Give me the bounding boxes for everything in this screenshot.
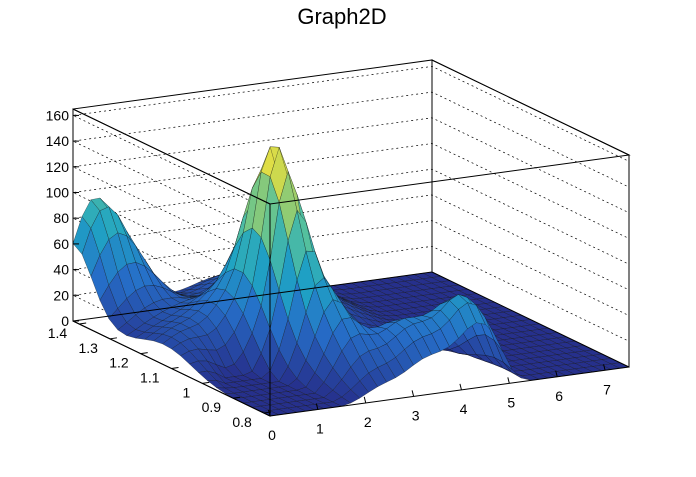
y-tick-mark (141, 353, 148, 354)
y-tick-mark (202, 382, 209, 383)
x-tick-mark (412, 390, 414, 396)
z-tick-label: 40 (53, 262, 69, 278)
z-gridline (73, 66, 629, 210)
x-tick-label: 3 (412, 407, 420, 423)
z-tick-label: 20 (53, 287, 69, 303)
y-tick-label: 0.9 (202, 399, 222, 415)
x-tick-mark (508, 377, 510, 383)
top-frame (73, 60, 629, 204)
z-tick-label: 120 (46, 159, 70, 175)
x-tick-mark (460, 384, 462, 390)
y-tick-label: 1.4 (48, 325, 68, 341)
x-tick-label: 7 (603, 381, 611, 397)
x-tick-mark (364, 397, 366, 403)
z-tick-label: 160 (46, 107, 70, 123)
y-tick-mark (110, 338, 117, 339)
z-tick-label: 140 (46, 133, 70, 149)
x-tick-label: 2 (364, 414, 372, 430)
x-tick-label: 1 (316, 420, 324, 436)
x-tick-label: 4 (460, 401, 468, 417)
z-tick-label: 100 (46, 185, 70, 201)
chart-title: Graph2D (297, 4, 386, 29)
y-tick-label: 1 (182, 384, 190, 400)
z-gridline (73, 144, 629, 288)
y-tick-mark (172, 368, 179, 369)
y-tick-label: 0.8 (232, 414, 252, 430)
y-tick-mark (79, 323, 86, 324)
x-tick-label: 5 (507, 394, 515, 410)
z-gridline (73, 92, 629, 236)
z-tick-label: 60 (53, 236, 69, 252)
y-tick-label: 1.1 (140, 370, 160, 386)
z-gridline (73, 118, 629, 262)
y-tick-label: 1.2 (109, 355, 129, 371)
z-tick-label: 80 (53, 210, 69, 226)
x-tick-label: 6 (555, 388, 563, 404)
y-tick-label: 1.3 (78, 340, 98, 356)
x-tick-label: 0 (268, 427, 276, 443)
